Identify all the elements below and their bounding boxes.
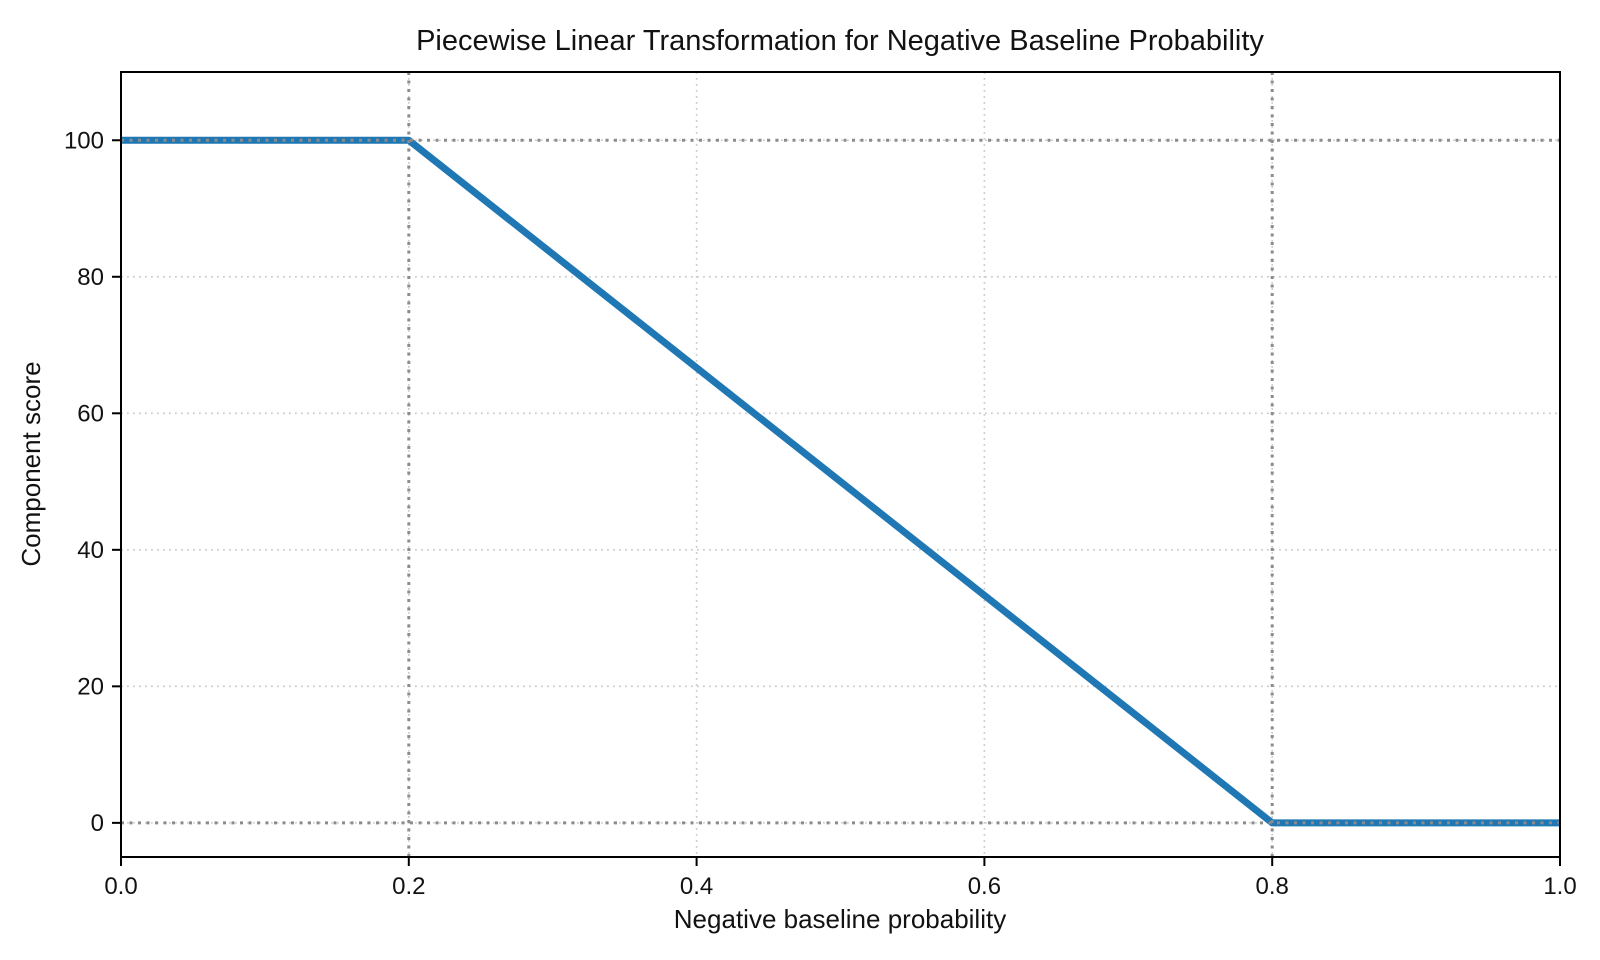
- x-axis-label: Negative baseline probability: [674, 904, 1006, 934]
- series-line: [121, 136, 1560, 827]
- x-tick-labels: 0.0 0.2 0.4 0.6 0.8 1.0: [104, 873, 1576, 900]
- x-tick-label: 0.8: [1256, 873, 1289, 900]
- x-tick-label: 0.4: [680, 873, 713, 900]
- y-tick-labels: 0 20 40 60 80 100: [64, 127, 104, 837]
- y-tick-label: 60: [77, 400, 104, 427]
- x-tick-label: 0.6: [968, 873, 1001, 900]
- plot-border: [120, 71, 1561, 858]
- x-tick-label: 0.0: [104, 873, 137, 900]
- axis-tick-marks: [112, 139, 1561, 866]
- y-axis-label: Component score: [16, 361, 46, 566]
- x-tick-label: 0.2: [392, 873, 425, 900]
- y-tick-label: 100: [64, 127, 104, 154]
- y-tick-label: 40: [77, 537, 104, 564]
- data-series: [121, 136, 1560, 827]
- y-tick-label: 20: [77, 673, 104, 700]
- x-tick-label: 1.0: [1543, 873, 1576, 900]
- y-tick-label: 0: [91, 810, 104, 837]
- y-tick-label: 80: [77, 264, 104, 291]
- chart-title: Piecewise Linear Transformation for Nega…: [416, 25, 1264, 57]
- reference-lines: [121, 72, 1560, 857]
